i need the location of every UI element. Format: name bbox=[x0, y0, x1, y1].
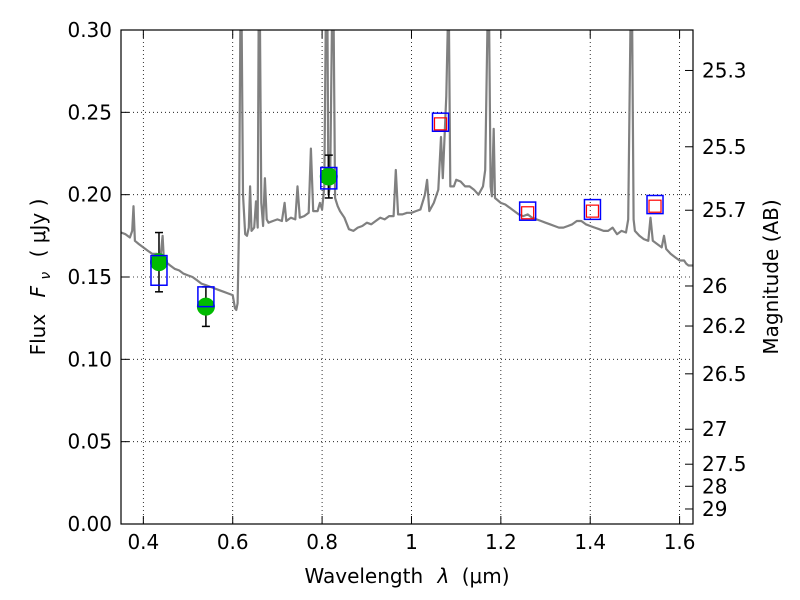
mag-tick-label: 28 bbox=[702, 474, 727, 498]
x-axis-label-text: Wavelength bbox=[304, 564, 423, 588]
y2-axis-label: Magnitude (AB) bbox=[759, 199, 783, 354]
x-tick-label: 1.2 bbox=[485, 530, 517, 554]
marker-layer bbox=[149, 112, 664, 328]
y-tick-label: 0.15 bbox=[67, 265, 112, 289]
x-tick-label: 0.6 bbox=[217, 530, 249, 554]
mag-tick-label: 27.5 bbox=[702, 452, 747, 476]
data-layer bbox=[121, 30, 693, 311]
red-square-marker bbox=[433, 117, 448, 131]
x-axis-label-symbol: λ bbox=[437, 564, 450, 588]
model-photometry-box bbox=[431, 112, 450, 133]
y-tick-label: 0.20 bbox=[67, 183, 112, 207]
y-tick-label: 0.05 bbox=[67, 430, 112, 454]
x-tick-label: 0.8 bbox=[306, 530, 338, 554]
y-tick-label: 0.25 bbox=[67, 100, 112, 124]
mag-tick-label: 27 bbox=[702, 417, 727, 441]
x-axis-label-unit: (μm) bbox=[462, 564, 510, 588]
model-photometry-box bbox=[320, 166, 338, 190]
y-axis-label-symbol: F bbox=[26, 285, 50, 297]
red-square-marker bbox=[648, 199, 662, 213]
red-square-marker bbox=[585, 204, 600, 218]
model-photometry-box bbox=[646, 194, 664, 215]
ticks: 0.4 0.6 0.8 1 1.2 1.4 1.6 0.00 0.05 0.10 0.15 0.20 0… bbox=[67, 18, 746, 554]
mag-tick-label: 26.2 bbox=[702, 314, 747, 338]
model-photometry-box bbox=[197, 286, 215, 308]
x-axis-label: Wavelength λ (μm) bbox=[304, 564, 509, 588]
red-square-marker bbox=[521, 206, 535, 220]
y-tick-label: 0.30 bbox=[67, 18, 112, 42]
y-axis-label-unit: ( μJy ) bbox=[26, 199, 50, 258]
mag-tick-label: 25.7 bbox=[702, 198, 747, 222]
model-photometry-box bbox=[583, 198, 602, 221]
mag-tick-label: 26 bbox=[702, 274, 727, 298]
observed-point bbox=[319, 167, 338, 186]
mag-tick-label: 25.5 bbox=[702, 135, 747, 159]
x-tick-label: 1 bbox=[405, 530, 418, 554]
mag-tick-label: 29 bbox=[702, 497, 727, 521]
y-axis-label-subscript: ν bbox=[38, 272, 54, 280]
mag-tick-label: 25.3 bbox=[702, 58, 747, 82]
y-axis-label-text: Flux bbox=[26, 314, 50, 356]
spectrum-line bbox=[121, 30, 693, 311]
plot-background bbox=[121, 30, 693, 524]
y-tick-label: 0.00 bbox=[67, 512, 112, 536]
model-photometry-box bbox=[150, 254, 168, 286]
y-axis-label: Flux F ν ( μJy ) bbox=[26, 199, 55, 356]
x-tick-label: 1.6 bbox=[664, 530, 696, 554]
x-tick-label: 1.4 bbox=[574, 530, 606, 554]
x-tick-label: 0.4 bbox=[127, 530, 159, 554]
model-photometry-box bbox=[518, 201, 537, 221]
y-tick-label: 0.10 bbox=[67, 347, 112, 371]
mag-tick-label: 26.5 bbox=[702, 362, 747, 386]
